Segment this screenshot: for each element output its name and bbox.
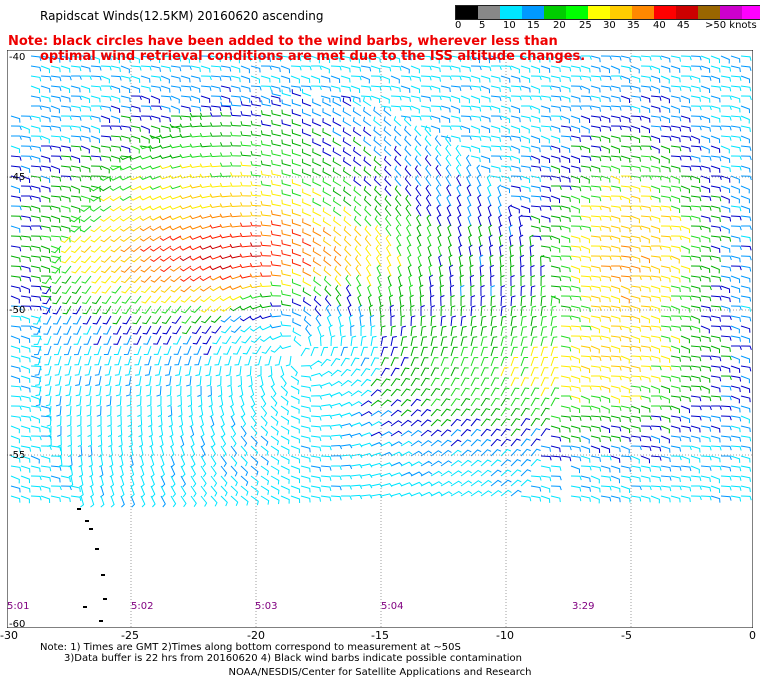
lat-label: -40 xyxy=(9,52,26,63)
colorbar-swatch xyxy=(698,6,720,19)
wind-barb-group xyxy=(179,242,262,271)
footnotes: Note: 1) Times are GMT 2)Times along bot… xyxy=(40,642,522,664)
note-line: Note: black circles have been added to t… xyxy=(8,34,558,49)
lon-label: -10 xyxy=(496,629,514,642)
wind-barb-group xyxy=(60,161,691,404)
colorbar-label: 0 xyxy=(455,20,462,31)
credit-line: NOAA/NESDIS/Center for Satellite Applica… xyxy=(228,667,532,678)
colorbar-swatch xyxy=(610,6,632,19)
contamination-note: Note: black circles have been added to t… xyxy=(8,34,585,64)
note-line: optimal wind retrieval conditions are me… xyxy=(40,49,586,64)
wind-barb-group xyxy=(10,55,752,508)
track-mark xyxy=(89,528,93,530)
lat-label: -55 xyxy=(9,450,26,461)
map-title: Rapidscat Winds(12.5KM) 20160620 ascendi… xyxy=(40,9,324,23)
wind-barbs xyxy=(10,55,752,508)
colorbar-label: 15 xyxy=(527,20,540,31)
lon-label: -15 xyxy=(371,629,389,642)
colorbar-swatch xyxy=(742,6,760,19)
colorbar-swatch xyxy=(522,6,544,19)
colorbar-swatch xyxy=(500,6,522,19)
lon-label: -30 xyxy=(0,629,18,642)
lat-label: -50 xyxy=(9,305,26,316)
colorbar-swatch xyxy=(654,6,676,19)
lon-label: -5 xyxy=(621,629,632,642)
colorbar-swatch xyxy=(566,6,588,19)
lon-label: 0 xyxy=(749,629,756,642)
colorbar-swatch xyxy=(456,6,478,19)
time-label: 5:04 xyxy=(381,601,404,612)
time-label: 3:29 xyxy=(572,601,595,612)
colorbar-swatch xyxy=(588,6,610,19)
colorbar-labels: 0 5 10 15 20 25 30 35 40 45 >50 knots xyxy=(455,20,757,34)
colorbar-label: 5 xyxy=(479,20,486,31)
track-mark xyxy=(101,574,105,576)
colorbar-label: 35 xyxy=(627,20,640,31)
wind-barb-map xyxy=(7,50,753,628)
wind-speed-colorbar xyxy=(455,5,760,20)
colorbar-label: 30 xyxy=(603,20,616,31)
track-mark xyxy=(83,606,87,608)
colorbar-label: 10 xyxy=(503,20,516,31)
colorbar-swatch xyxy=(632,6,654,19)
lat-label: -60 xyxy=(9,619,26,630)
colorbar-label: >50 knots xyxy=(705,20,757,31)
wind-barb-group xyxy=(80,184,680,393)
wind-barb-group xyxy=(10,109,732,443)
time-label: 5:03 xyxy=(255,601,278,612)
colorbar-label: 20 xyxy=(553,20,566,31)
colorbar-label: 25 xyxy=(579,20,592,31)
track-mark xyxy=(85,520,89,522)
colorbar-swatch xyxy=(720,6,742,19)
lon-label: -25 xyxy=(121,629,139,642)
wind-barb-group xyxy=(40,131,711,423)
footnote-line: Note: 1) Times are GMT 2)Times along bot… xyxy=(40,642,461,653)
track-mark xyxy=(77,508,81,510)
lat-label: -45 xyxy=(9,172,26,183)
wind-barb-group xyxy=(120,210,650,304)
time-label: 5:02 xyxy=(131,601,154,612)
wind-barb-group xyxy=(10,55,752,508)
footnote-line: 3)Data buffer is 22 hrs from 20160620 4)… xyxy=(64,653,522,664)
wind-barb-group xyxy=(140,220,312,282)
track-mark xyxy=(99,620,103,622)
colorbar-label: 40 xyxy=(653,20,666,31)
colorbar-swatch xyxy=(478,6,500,19)
track-mark xyxy=(103,598,107,600)
colorbar-label: 45 xyxy=(677,20,690,31)
map-gridlines xyxy=(7,50,753,628)
lon-label: -20 xyxy=(247,629,265,642)
orbit-track-marks xyxy=(77,508,107,622)
time-label: 5:01 xyxy=(7,601,30,612)
track-mark xyxy=(95,548,99,550)
colorbar-swatch xyxy=(544,6,566,19)
wind-barb-group xyxy=(10,85,752,464)
colorbar-swatch xyxy=(676,6,698,19)
